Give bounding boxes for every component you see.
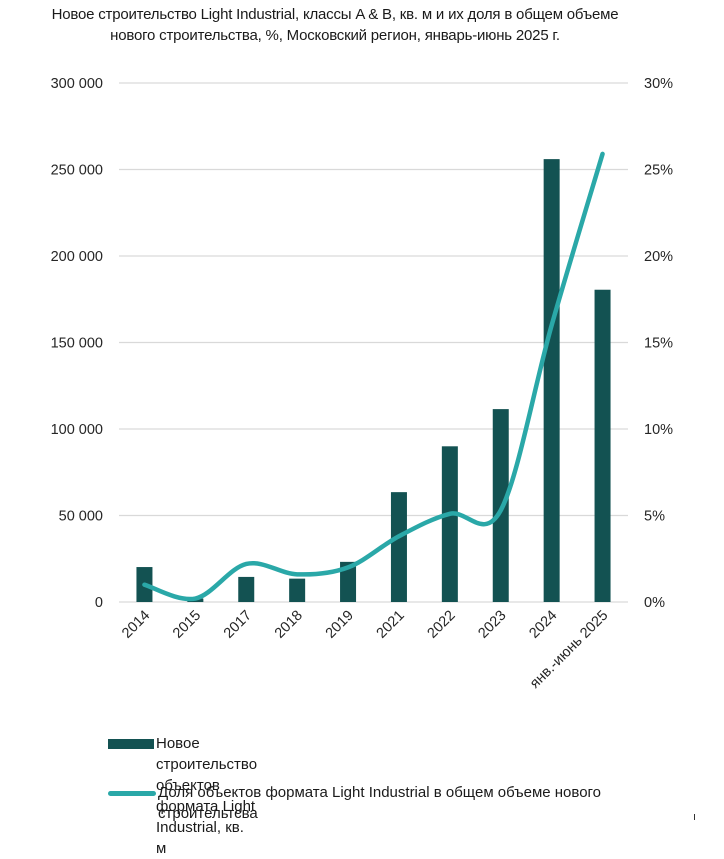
- y-axis-left: 0 50 000 100 000 150 000 200 000 250 000 300 0…: [51, 76, 103, 611]
- y-left-tick-label: 200 000: [51, 249, 103, 265]
- y-right-tick-label: 20%: [644, 249, 673, 265]
- y-right-tick-label: 10%: [644, 422, 673, 438]
- y-left-tick-label: 0: [95, 595, 103, 611]
- x-tick-label: 2015: [170, 608, 204, 642]
- bar-2024: [544, 159, 560, 602]
- bar-2018: [289, 579, 305, 602]
- y-axis-right: 0% 5% 10% 15% 20% 25% 30%: [644, 76, 673, 611]
- y-right-tick-label: 15%: [644, 336, 673, 352]
- x-tick-label: 2022: [425, 608, 459, 642]
- x-tick-label: 2023: [475, 608, 509, 642]
- bar-янв.-июнь 2025: [595, 290, 611, 602]
- y-right-tick-label: 0%: [644, 595, 665, 611]
- x-tick-label: 2024: [526, 608, 560, 642]
- legend-label-line: Доля объектов формата Light Industrial в…: [158, 782, 628, 824]
- y-left-tick-label: 50 000: [59, 509, 103, 525]
- x-tick-label: 2019: [323, 608, 357, 642]
- x-tick-label: 2018: [272, 608, 306, 642]
- y-left-tick-label: 300 000: [51, 76, 103, 92]
- y-right-tick-label: 30%: [644, 76, 673, 92]
- y-left-tick-label: 100 000: [51, 422, 103, 438]
- share-line: [144, 154, 602, 599]
- bar-2021: [391, 492, 407, 602]
- bar-2017: [238, 577, 254, 602]
- legend-swatch-bar: [108, 739, 154, 749]
- x-tick-label: 2014: [119, 608, 153, 642]
- y-right-tick-label: 25%: [644, 163, 673, 179]
- line-series: [144, 154, 602, 599]
- corner-mark: [694, 814, 695, 820]
- y-left-tick-label: 150 000: [51, 336, 103, 352]
- chart-canvas: 0 50 000 100 000 150 000 200 000 250 000 300 0…: [0, 0, 724, 821]
- y-right-tick-label: 5%: [644, 509, 665, 525]
- x-tick-label: 2021: [374, 608, 408, 642]
- legend-item-line: Доля объектов формата Light Industrial в…: [108, 782, 628, 824]
- legend-swatch-line: [108, 791, 156, 796]
- y-left-tick-label: 250 000: [51, 163, 103, 179]
- bar-2022: [442, 446, 458, 602]
- x-tick-label: 2017: [221, 608, 255, 642]
